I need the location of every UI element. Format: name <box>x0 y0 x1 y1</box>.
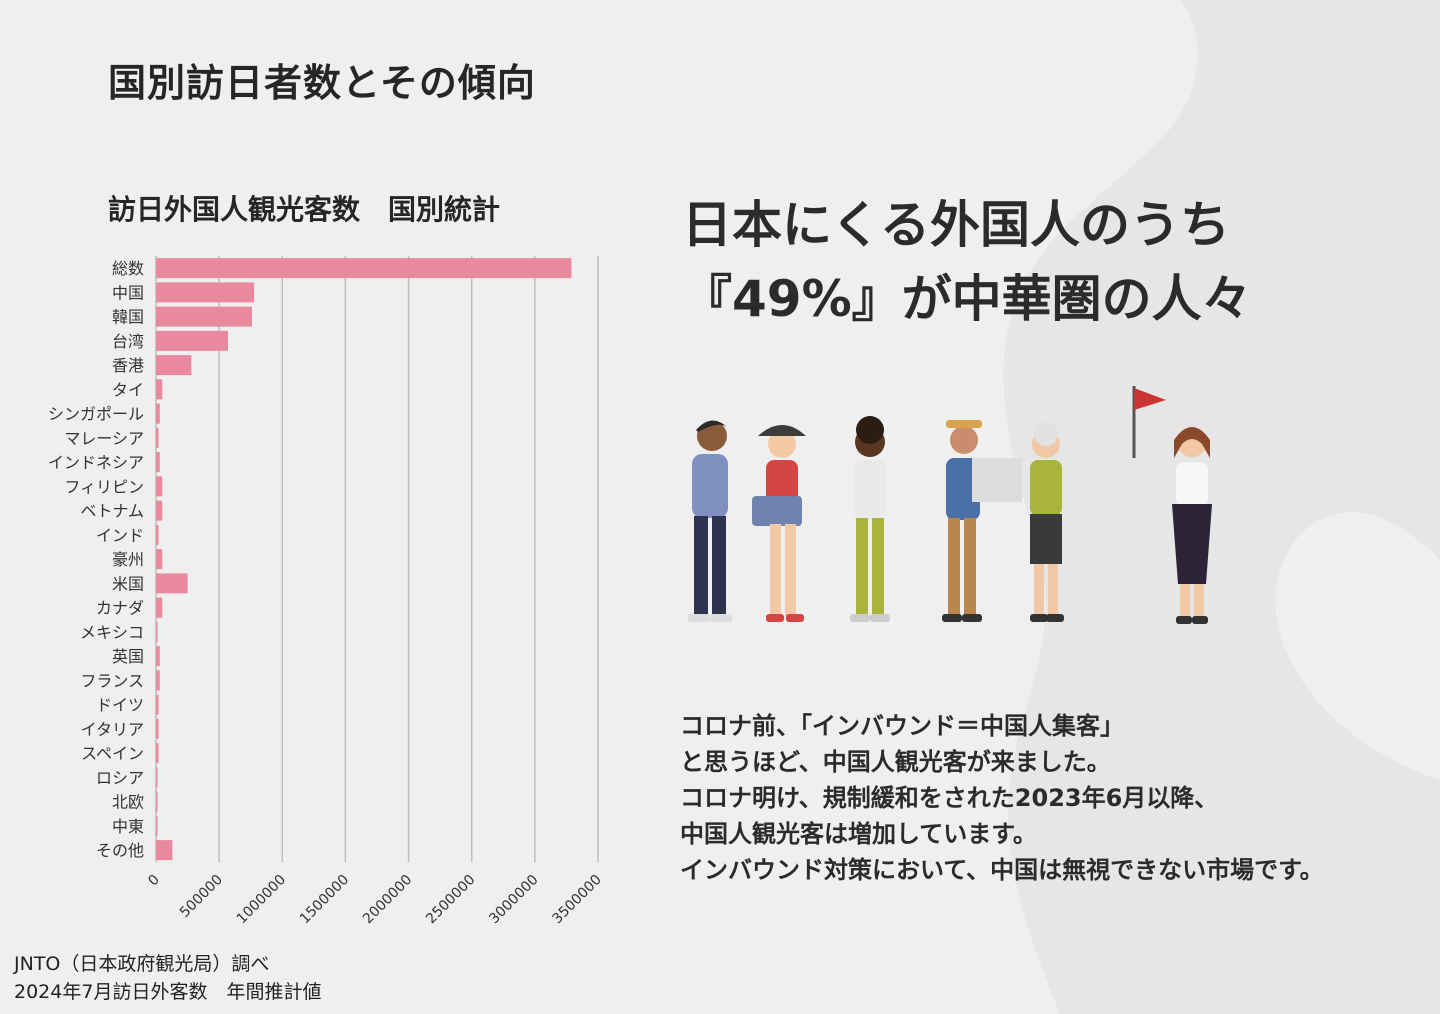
bar <box>156 355 192 376</box>
body-line-2: と思うほど、中国人観光客が来ました。 <box>680 748 1111 776</box>
bar-chart: 0 500000 1000000 1500000 2000000 2500000 30000… <box>48 256 605 927</box>
category-label: 総数 <box>112 259 144 278</box>
headline-line-1: 日本にくる外国人のうち <box>682 196 1230 254</box>
bar <box>156 379 163 400</box>
category-label: 韓国 <box>112 308 144 327</box>
category-label: 豪州 <box>112 550 144 569</box>
x-tick-label: 3500000 <box>549 872 604 927</box>
tourist-figure-5 <box>1030 422 1064 622</box>
source-line-2: 2024年7月訪日外客数 年間推計値 <box>14 981 322 1003</box>
category-label: 香港 <box>112 356 144 375</box>
bar <box>156 767 158 788</box>
bar <box>156 282 255 303</box>
x-tick-label: 2000000 <box>360 872 415 927</box>
bar <box>156 718 159 739</box>
category-label: スペイン <box>81 744 144 763</box>
category-label: 米国 <box>112 574 144 593</box>
category-label: ドイツ <box>96 696 144 715</box>
tourist-figure-4 <box>942 420 1022 622</box>
category-label: 中国 <box>112 283 144 302</box>
category-label: タイ <box>112 380 144 399</box>
x-tick-label: 1500000 <box>297 872 352 927</box>
category-label: ベトナム <box>80 502 144 521</box>
bar <box>156 573 188 594</box>
guide-figure <box>1132 386 1212 624</box>
tourist-figure-1 <box>688 420 732 622</box>
category-label: 英国 <box>112 647 144 666</box>
category-label: ロシア <box>96 768 144 787</box>
category-label: イタリア <box>81 720 144 739</box>
body-text: コロナ前、「インバウンド＝中国人集客」 と思うほど、中国人観光客が来ました。 コ… <box>680 708 1324 888</box>
category-label: フィリピン <box>64 477 144 496</box>
category-label: インドネシア <box>48 453 144 472</box>
category-label: インド <box>96 526 144 545</box>
bar <box>156 549 163 570</box>
bar <box>156 427 159 448</box>
tourists-illustration <box>688 386 1212 624</box>
x-tick-label: 0 <box>145 872 163 890</box>
bar <box>156 524 159 545</box>
body-line-3: コロナ明け、規制緩和をされた2023年6月以降、 <box>680 784 1219 812</box>
bar <box>156 815 158 836</box>
bar <box>156 646 160 667</box>
headline: 日本にくる外国人のうち 『49%』が中華圏の人々 <box>682 188 1252 336</box>
bar <box>156 670 160 691</box>
category-label: 中東 <box>112 817 144 836</box>
x-tick-label: 1000000 <box>234 872 289 927</box>
body-line-4: 中国人観光客は増加しています。 <box>680 820 1037 848</box>
category-label: メキシコ <box>80 623 144 642</box>
bar <box>156 791 158 812</box>
category-label: カナダ <box>96 599 144 618</box>
headline-line-2: 『49%』が中華圏の人々 <box>682 270 1252 328</box>
bar <box>156 452 160 473</box>
bar <box>156 597 163 618</box>
bar <box>156 476 163 497</box>
category-label: マレーシア <box>64 429 144 448</box>
category-label: 台湾 <box>112 332 144 351</box>
x-tick-label: 3000000 <box>486 872 541 927</box>
source-note: JNTO（日本政府観光局）調べ 2024年7月訪日外客数 年間推計値 <box>14 950 321 1006</box>
bar <box>156 694 159 715</box>
chart-title: 訪日外国人観光客数 国別統計 <box>108 193 501 226</box>
category-label: その他 <box>96 841 144 860</box>
x-tick-label: 500000 <box>177 872 226 921</box>
bar <box>156 743 159 764</box>
bar <box>156 621 158 642</box>
body-line-5: インバウンド対策において、中国は無視できない市場です。 <box>680 856 1324 884</box>
category-label: 北欧 <box>112 793 144 812</box>
bar <box>156 403 160 424</box>
source-line-1: JNTO（日本政府観光局）調べ <box>14 953 270 975</box>
tourist-figure-2 <box>752 425 806 622</box>
x-tick-label: 2500000 <box>423 872 478 927</box>
body-line-1: コロナ前、「インバウンド＝中国人集客」 <box>680 712 1124 740</box>
bar <box>156 840 173 861</box>
page-title: 国別訪日者数とその傾向 <box>108 61 536 105</box>
bar <box>156 330 228 351</box>
category-label: シンガポール <box>48 405 144 424</box>
tourist-figure-3 <box>850 416 890 622</box>
bar <box>156 258 572 279</box>
category-label: フランス <box>80 671 144 690</box>
bar <box>156 500 163 521</box>
bar <box>156 306 252 327</box>
